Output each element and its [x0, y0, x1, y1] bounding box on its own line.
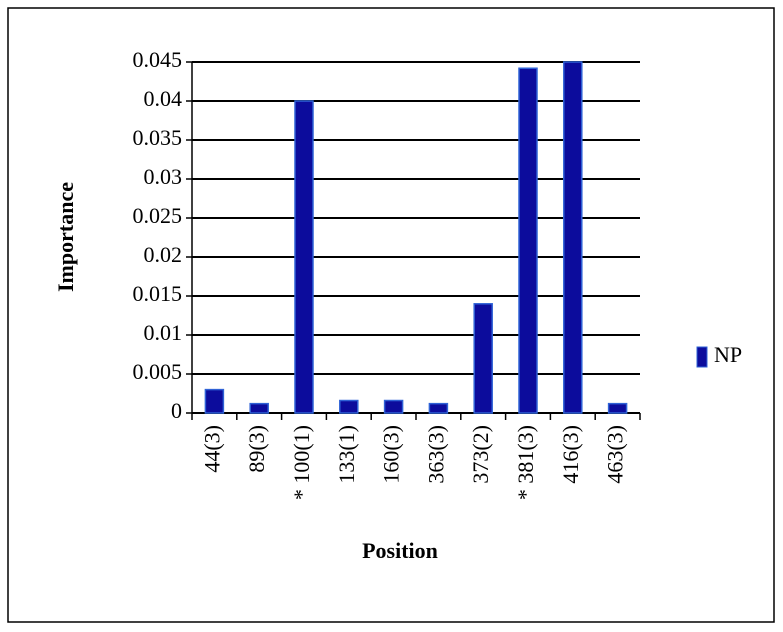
bar [339, 399, 359, 414]
y-tick-label: 0.045 [133, 47, 183, 72]
x-axis-title: Position [362, 538, 438, 563]
bar [294, 100, 314, 414]
y-tick-label: 0.035 [133, 125, 183, 150]
frame [7, 7, 775, 623]
x-tick-label: 160(3) [379, 425, 404, 484]
legend-swatch [696, 346, 708, 368]
bar [383, 399, 404, 414]
bar [249, 402, 269, 414]
y-tick-label: 0.025 [133, 203, 183, 228]
x-tick-label: * 381(3) [513, 425, 538, 500]
y-tick-label: 0.02 [144, 242, 183, 267]
bar [204, 388, 225, 414]
y-tick-label: 0.03 [144, 164, 183, 189]
bar [563, 61, 583, 414]
bar [473, 303, 493, 414]
bar [607, 402, 628, 414]
bar [518, 67, 538, 414]
x-tick-label: 44(3) [199, 425, 224, 473]
x-tick-label: 416(3) [558, 425, 583, 484]
x-tick-label: 363(3) [423, 425, 448, 484]
x-tick-label: * 100(1) [289, 425, 314, 500]
x-tick-label: 89(3) [244, 425, 269, 473]
x-tick-label: 133(1) [334, 425, 359, 484]
y-axis-title: Importance [53, 182, 78, 292]
y-tick-label: 0.04 [144, 86, 183, 111]
bar [428, 402, 449, 414]
y-tick-label: 0.015 [133, 281, 183, 306]
x-tick-label: 373(2) [468, 425, 493, 484]
legend-label: NP [714, 342, 742, 367]
y-tick-label: 0 [171, 398, 182, 423]
x-tick-label: 463(3) [603, 425, 628, 484]
y-tick-label: 0.005 [133, 359, 183, 384]
y-tick-label: 0.01 [144, 320, 183, 345]
